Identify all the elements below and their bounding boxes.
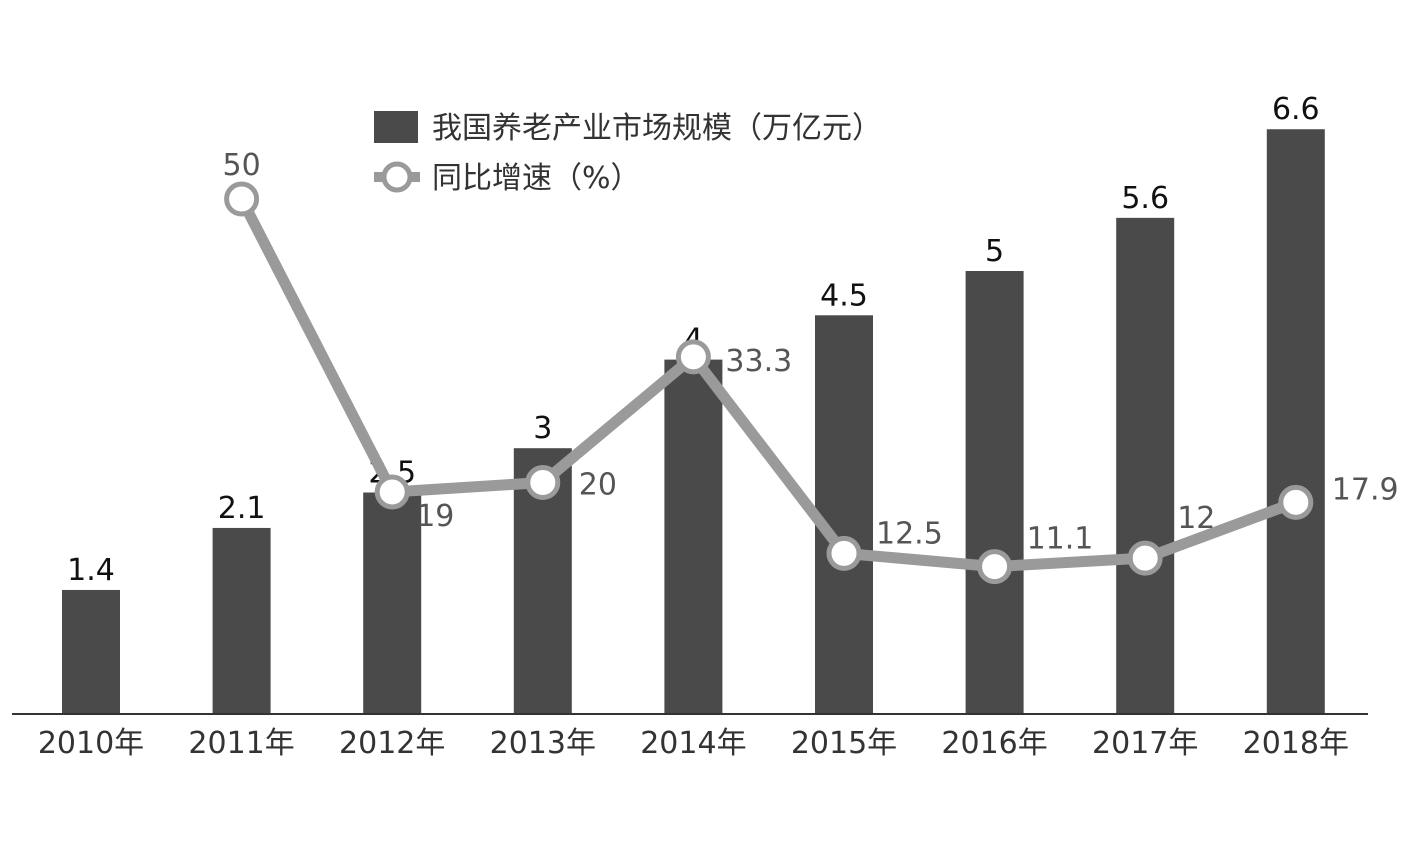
growth-marker: [826, 535, 862, 571]
bars-layer: [62, 129, 1325, 715]
x-tick-label: 2013年: [490, 726, 596, 761]
bar-value-label: 3: [533, 411, 552, 446]
x-tick-label: 2012年: [339, 726, 445, 761]
growth-value-label: 11.1: [1027, 522, 1094, 557]
bar-value-label: 2.1: [218, 491, 266, 526]
bar: [212, 527, 271, 714]
bar: [1116, 217, 1175, 714]
legend-label-bar: 我国养老产业市场规模（万亿元）: [432, 111, 882, 146]
growth-marker: [977, 549, 1013, 585]
bar: [664, 359, 723, 714]
bar-value-label: 1.4: [67, 553, 115, 588]
bar: [363, 492, 422, 714]
bar-value-label: 5: [985, 234, 1004, 269]
growth-marker: [374, 474, 410, 510]
growth-line: [236, 193, 1302, 573]
growth-value-label: 12: [1177, 501, 1215, 536]
x-tick-label: 2015年: [791, 726, 897, 761]
legend-label-line: 同比增速（%）: [432, 161, 641, 196]
growth-value-label: 12.5: [876, 516, 943, 551]
bar: [62, 589, 120, 714]
x-tick-label: 2010年: [38, 726, 144, 761]
growth-value-label: 17.9: [1332, 472, 1399, 507]
legend-swatch-marker: [381, 161, 413, 193]
bar: [1266, 129, 1325, 715]
growth-value-label: 50: [223, 148, 261, 183]
line-layer: [224, 181, 1314, 585]
bar: [965, 271, 1024, 714]
bar-value-label: 6.6: [1272, 92, 1320, 127]
line-labels-layer: 50 19 20 33.3 12.5 11.1 12 17.9: [223, 148, 1399, 557]
growth-value-label: 19: [416, 499, 454, 534]
growth-marker: [224, 181, 260, 217]
growth-marker: [525, 465, 561, 500]
growth-marker: [675, 339, 711, 375]
growth-marker: [1127, 540, 1163, 576]
x-tick-label: 2018年: [1243, 726, 1349, 761]
x-tick-labels-layer: 2010年 2011年 2012年 2013年 2014年 2015年 2016年 2017年…: [38, 726, 1349, 761]
bar-value-label: 4.5: [820, 278, 868, 313]
x-tick-label: 2017年: [1092, 726, 1198, 761]
x-tick-label: 2016年: [941, 726, 1047, 761]
growth-value-label: 33.3: [725, 344, 792, 379]
growth-marker: [1278, 484, 1314, 520]
legend-swatch-bar: [374, 111, 418, 143]
x-tick-label: 2011年: [188, 726, 294, 761]
legend: 我国养老产业市场规模（万亿元） 同比增速（%）: [374, 111, 882, 196]
bar: [815, 315, 873, 714]
x-tick-label: 2014年: [640, 726, 746, 761]
growth-value-label: 20: [579, 468, 617, 503]
bar-value-label: 5.6: [1121, 181, 1169, 216]
